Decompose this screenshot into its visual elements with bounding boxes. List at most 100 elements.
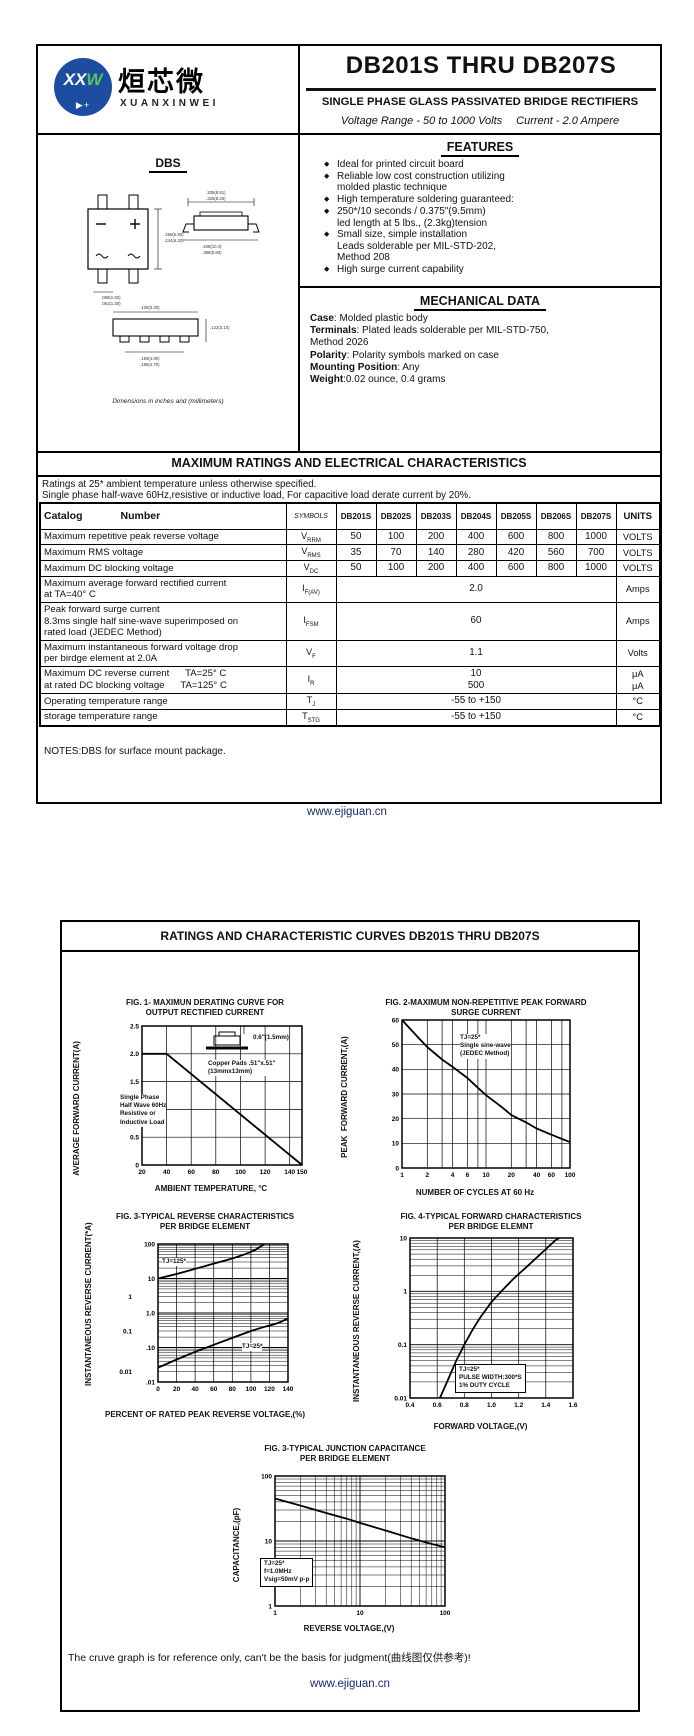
feature-item: ◆ Reliable low cost construction utilizin… — [300, 171, 660, 194]
symbol-cell: TSTG — [285, 708, 337, 727]
fig1-derating-chart: FIG. 1- MAXIMUN DERATING CURVE FOR OUTPU… — [70, 998, 340, 1204]
svg-text:.256(6.50): .256(6.50) — [164, 232, 184, 237]
svg-text:2.5: 2.5 — [130, 1023, 139, 1030]
fig5-xlabel: REVERSE VOLTAGE,(V) — [303, 1624, 395, 1633]
table-row: Operating temperature range TJ -55 to +150… — [39, 693, 661, 710]
symbol-cell: IFSM — [285, 602, 337, 641]
svg-text:4: 4 — [451, 1172, 455, 1179]
svg-text:.01: .01 — [146, 1379, 155, 1386]
svg-text:20: 20 — [392, 1116, 400, 1123]
diode-icon: ▶+ — [75, 100, 91, 110]
header-divider — [38, 133, 660, 135]
ratings-table: Catalog Number SYMBOLS DB201S DB202S DB203S DB… — [39, 502, 661, 727]
value-cell: -55 to +150 — [335, 693, 617, 710]
current-rating: Current - 2.0 Ampere — [516, 115, 620, 127]
fig3-label-tj25: TJ=25* — [242, 1343, 263, 1352]
voltage-current-line: Voltage Range - 50 to 1000 Volts Current … — [300, 115, 660, 127]
logo-xx: XX — [63, 70, 87, 89]
mech-line: Mounting Position: Any — [310, 361, 420, 373]
bullet-icon: ◆ — [324, 208, 330, 216]
table-header-row: Catalog Number SYMBOLS DB201S DB202S DB203S DB… — [39, 502, 661, 530]
svg-text:0: 0 — [395, 1165, 399, 1172]
svg-text:.325(8.26): .325(8.26) — [206, 196, 226, 201]
fig4-title: FIG. 4-TYPICAL FORWARD CHARACTERISTICS P… — [400, 1212, 582, 1232]
svg-text:140: 140 — [284, 1169, 295, 1176]
value-cell: 700 — [575, 544, 617, 562]
feature-item: ◆ 250*/10 seconds / 0.375"(9.5mm) led len… — [300, 206, 660, 229]
svg-text:40: 40 — [163, 1169, 171, 1176]
svg-text:0.1: 0.1 — [398, 1342, 407, 1349]
dimensions-note: Dimensions in inches and (millimeters) — [112, 398, 224, 405]
svg-text:120: 120 — [260, 1169, 271, 1176]
value-cell: 200 — [415, 528, 457, 546]
svg-text:0.1: 0.1 — [123, 1328, 132, 1335]
value-cell: -55 to +150 — [335, 708, 617, 727]
symbol-cell: VF — [285, 639, 337, 668]
svg-text:.051(1.30): .051(1.30) — [101, 301, 121, 306]
bullet-icon: ◆ — [324, 231, 330, 239]
fig3-ylabel: INSTANTANEOUS REVERSE CURRENT(*A) — [84, 1222, 93, 1386]
svg-text:40: 40 — [191, 1386, 199, 1393]
svg-text:0.4: 0.4 — [405, 1402, 414, 1409]
feature-item: ◆ Small size, simple installation Leads s… — [300, 229, 660, 263]
feature-text: 250*/10 seconds / 0.375"(9.5mm) led leng… — [337, 206, 488, 229]
bullet-icon: ◆ — [324, 196, 330, 204]
device-header: DB205S — [495, 502, 537, 530]
datasheet-subtitle: SINGLE PHASE GLASS PASSIVATED BRIDGE REC… — [321, 96, 639, 108]
fig5-ylabel: CAPACITANCE,(pF) — [232, 1507, 241, 1583]
svg-text:2: 2 — [425, 1172, 429, 1179]
unit-cell: Volts — [615, 639, 661, 668]
catalog-number-header: Catalog Number — [39, 502, 287, 530]
param-cell: Maximum DC blocking voltage — [39, 560, 287, 577]
svg-text:.059(1.50): .059(1.50) — [101, 295, 121, 300]
svg-text:0.01: 0.01 — [119, 1369, 132, 1376]
unit-cell: μA μA — [615, 666, 661, 695]
value-cell: 50 — [335, 528, 377, 546]
svg-text:100: 100 — [440, 1610, 451, 1617]
svg-text:1.2: 1.2 — [514, 1402, 523, 1409]
feature-text: Small size, simple installation Leads so… — [337, 229, 496, 264]
ratings-note-1: Ratings at 25* ambient temperature unles… — [42, 479, 317, 490]
fig2-ylabel: PEAK FORWARD CURRENT,(A) — [340, 1036, 349, 1158]
fig4-forward-chart: FIG. 4-TYPICAL FORWARD CHARACTERISTICS P… — [350, 1212, 632, 1448]
svg-text:.10: .10 — [146, 1345, 155, 1352]
fig3-reverse-chart: FIG. 3-TYPICAL REVERSE CHARACTERISTICS P… — [70, 1212, 340, 1427]
table-row: Maximum RMS voltage VRMS 35 70 140 280 420 560 7… — [39, 544, 661, 562]
svg-text:0: 0 — [156, 1386, 160, 1393]
param-cell: Maximum DC reverse current TA=25° C at r… — [39, 666, 287, 695]
website-link[interactable]: www.ejiguan.cn — [307, 806, 387, 818]
table-row: storage temperature range TSTG -55 to +150… — [39, 708, 661, 727]
package-name: DBS — [38, 156, 298, 173]
fig1-title: FIG. 1- MAXIMUN DERATING CURVE FOR OUTPU… — [126, 998, 284, 1018]
value-cell: 800 — [535, 528, 577, 546]
ratings-banner: MAXIMUM RATINGS AND ELECTRICAL CHARACTER… — [38, 451, 660, 477]
svg-text:30: 30 — [392, 1091, 400, 1098]
symbol-cell: VDC — [285, 560, 337, 577]
svg-text:140: 140 — [283, 1386, 294, 1393]
svg-text:0.5: 0.5 — [130, 1135, 139, 1142]
fig1-xlabel: AMBIENT TEMPERATURE, °C — [154, 1184, 268, 1193]
svg-text:10: 10 — [392, 1141, 400, 1148]
svg-text:40: 40 — [392, 1067, 400, 1074]
features-section: FEATURES ◆ Ideal for printed circuit boar… — [300, 135, 660, 286]
svg-text:1: 1 — [128, 1294, 132, 1301]
website-link-2[interactable]: www.ejiguan.cn — [310, 1678, 390, 1690]
value-cell: 1.1 — [335, 639, 617, 668]
mech-lines: Case: Molded plastic body Terminals: Plat… — [300, 313, 660, 386]
svg-text:100: 100 — [235, 1169, 246, 1176]
param-cell: storage temperature range — [39, 708, 287, 727]
page2-curves: RATINGS AND CHARACTERISTIC CURVES DB201S… — [60, 920, 640, 1712]
symbol-cell: VRRM — [285, 528, 337, 546]
svg-text:40: 40 — [533, 1172, 541, 1179]
features-list: ◆ Ideal for printed circuit board ◆ Reliabl… — [300, 159, 660, 276]
fig1-annotation-lead: 0.6"(1.5mm) — [253, 1034, 289, 1041]
svg-text:0: 0 — [135, 1162, 139, 1169]
value-cell: 1000 — [575, 528, 617, 546]
param-cell: Peak forward surge current 8.3ms single … — [39, 602, 287, 641]
svg-text:1.4: 1.4 — [541, 1402, 550, 1409]
value-cell: 600 — [495, 560, 537, 577]
value-cell: 600 — [495, 528, 537, 546]
value-cell: 400 — [455, 528, 497, 546]
mech-line: Terminals: Plated leads solderable per M… — [310, 325, 549, 349]
